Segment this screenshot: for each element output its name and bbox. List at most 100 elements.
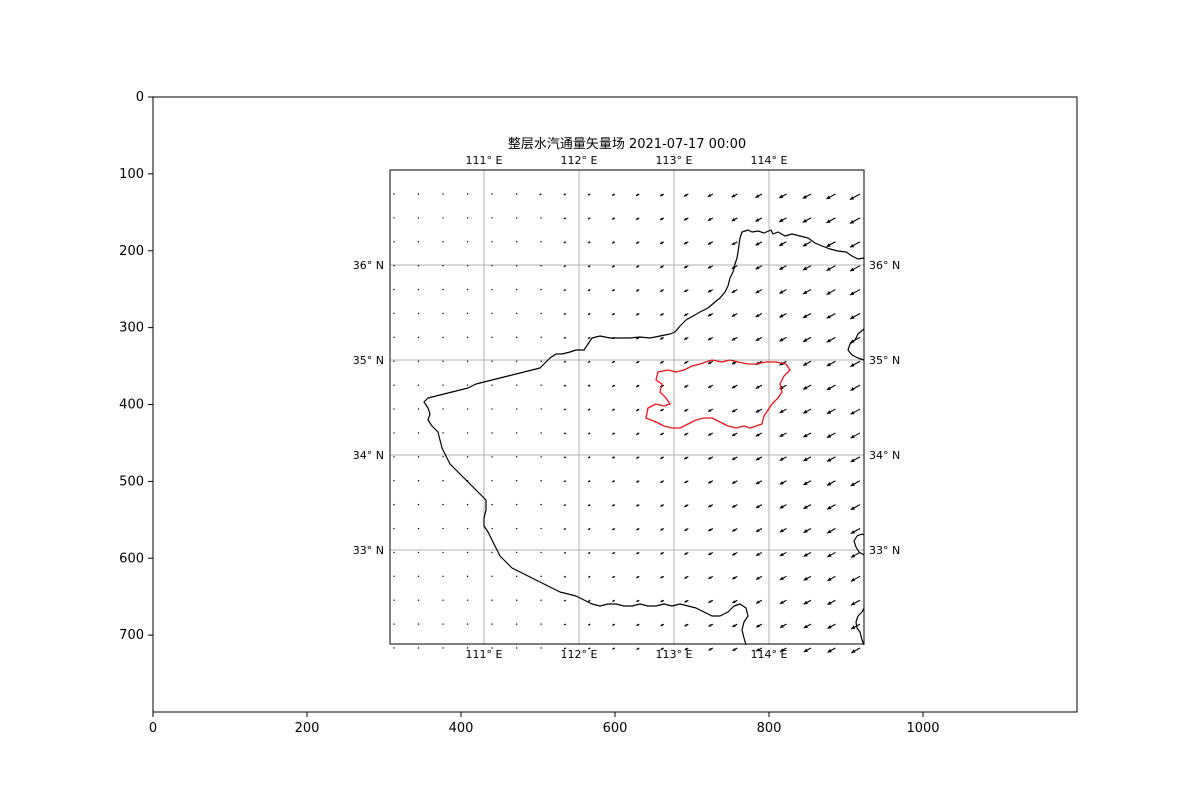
latitude-labels-right: 36° N 35° N 34° N 33° N xyxy=(869,259,900,557)
flux-vector xyxy=(850,647,861,654)
flux-vector xyxy=(755,241,763,246)
flux-vector xyxy=(466,312,469,315)
highlight-region-boundary xyxy=(645,359,791,429)
flux-vector xyxy=(540,599,542,601)
flux-vector xyxy=(515,264,518,267)
flux-vector xyxy=(393,599,395,601)
flux-vector xyxy=(515,241,518,243)
flux-vector xyxy=(393,480,395,482)
flux-vector xyxy=(778,265,787,271)
flux-vector xyxy=(442,312,444,315)
flux-vector xyxy=(779,480,787,485)
flux-vector xyxy=(611,193,616,196)
flux-vector xyxy=(491,193,493,195)
flux-vector xyxy=(393,527,395,530)
flux-vector xyxy=(491,527,493,530)
longitude-label-bottom: 112° E xyxy=(561,648,598,661)
flux-vector xyxy=(660,647,665,651)
flux-vector xyxy=(393,503,395,506)
flux-vector xyxy=(393,288,395,291)
latitude-label-left: 35° N xyxy=(353,354,384,367)
flux-vector xyxy=(708,623,714,628)
flux-vector xyxy=(466,360,469,362)
flux-vector xyxy=(611,265,616,268)
flux-vector xyxy=(660,528,665,531)
flux-vector xyxy=(803,647,812,653)
flux-vector xyxy=(779,312,787,318)
flux-vector xyxy=(755,289,763,294)
flux-vector xyxy=(803,551,812,557)
flux-vector xyxy=(684,551,689,556)
flux-vector xyxy=(826,265,836,272)
map-frame xyxy=(389,169,865,645)
flux-vector xyxy=(755,265,763,270)
flux-vector xyxy=(803,599,812,605)
flux-vector xyxy=(707,480,714,484)
flux-vector xyxy=(849,289,861,296)
flux-vector xyxy=(635,217,640,221)
flux-vector xyxy=(659,193,665,197)
latitude-label-right: 33° N xyxy=(869,544,900,557)
flux-vector xyxy=(563,384,566,387)
flux-vector xyxy=(393,336,395,339)
flux-vector xyxy=(803,504,812,510)
flux-vector xyxy=(827,599,836,606)
flux-vector xyxy=(442,456,444,458)
flux-vector xyxy=(466,503,469,506)
flux-vector xyxy=(417,623,420,625)
longitude-label-top: 111° E xyxy=(466,154,503,167)
flux-vector xyxy=(417,527,420,530)
flux-vector xyxy=(587,241,591,244)
flux-vector xyxy=(442,217,444,219)
flux-vector xyxy=(755,193,763,199)
flux-vector xyxy=(707,336,714,341)
flux-vector xyxy=(417,217,420,219)
flux-vector xyxy=(827,623,836,630)
flux-vector xyxy=(850,528,861,535)
flux-vector xyxy=(731,217,738,222)
longitude-label-bottom: 113° E xyxy=(656,648,693,661)
flux-vector xyxy=(779,504,787,509)
flux-vector xyxy=(826,504,836,510)
flux-vector xyxy=(635,312,640,316)
flux-vector xyxy=(563,241,566,244)
flux-vector xyxy=(587,336,591,340)
flux-vector xyxy=(802,217,812,223)
flux-vector xyxy=(779,289,787,294)
flux-vector xyxy=(393,241,395,243)
flux-vector xyxy=(635,265,640,268)
flux-vector xyxy=(587,288,591,292)
flux-vector xyxy=(587,623,591,626)
flux-vector xyxy=(466,241,469,243)
flux-vector xyxy=(636,551,640,555)
flux-vector xyxy=(803,575,812,581)
flux-vector xyxy=(417,599,420,601)
longitude-labels-bottom: 111° E 112° E 113° E 114° E xyxy=(466,648,788,661)
x-tick-label: 600 xyxy=(603,721,628,736)
flux-vector xyxy=(515,193,518,195)
flux-vector xyxy=(707,408,714,413)
flux-vector xyxy=(466,575,469,578)
flux-vector xyxy=(587,503,591,507)
flux-vector xyxy=(779,575,787,581)
flux-vector xyxy=(755,408,763,413)
longitude-label-bottom: 111° E xyxy=(466,648,503,661)
flux-vector xyxy=(683,336,689,341)
flux-vector xyxy=(515,408,518,410)
flux-vector xyxy=(466,527,469,530)
flux-vector xyxy=(612,599,616,603)
flux-vector xyxy=(850,432,861,439)
flux-vector xyxy=(417,288,420,291)
flux-vector xyxy=(442,384,444,386)
flux-vector xyxy=(660,432,665,436)
flux-vector xyxy=(660,623,665,627)
flux-vector xyxy=(491,432,493,434)
flux-vector xyxy=(540,360,542,362)
y-tick-label: 600 xyxy=(119,551,144,566)
flux-vector xyxy=(755,623,763,628)
flux-vector xyxy=(442,599,444,601)
flux-vector xyxy=(732,623,738,628)
flux-vector xyxy=(683,384,689,388)
flux-vector xyxy=(442,360,444,362)
flux-vector xyxy=(778,241,787,247)
